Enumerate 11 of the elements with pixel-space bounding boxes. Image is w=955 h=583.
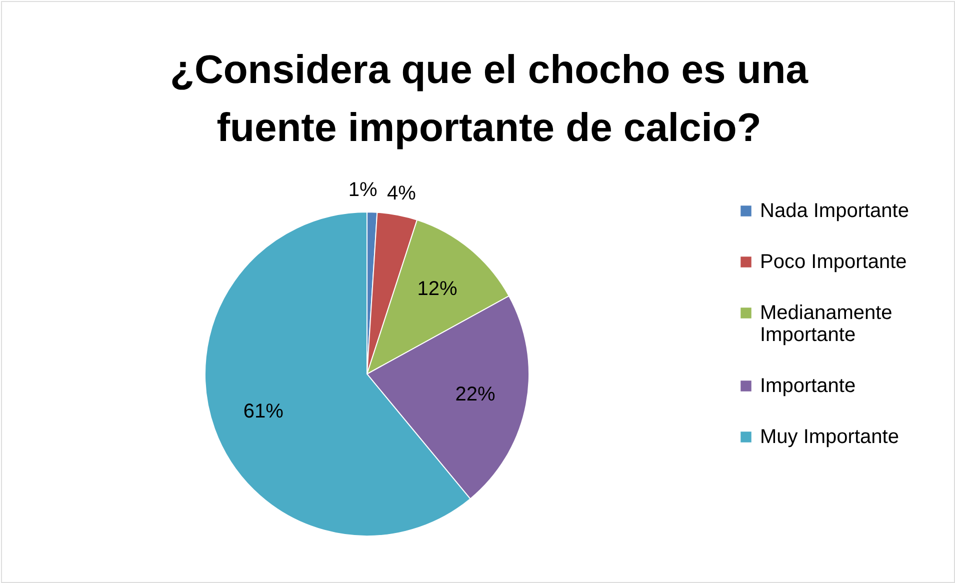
data-label: 1% (348, 179, 378, 202)
legend-label: Poco Importante (760, 251, 907, 273)
legend-label: Muy Importante (760, 426, 899, 448)
legend-label: Medianamente Importante (760, 302, 892, 346)
data-label: 4% (387, 182, 416, 204)
data-label: 61% (243, 400, 284, 422)
legend-label: Importante (760, 375, 856, 397)
data-label: 22% (455, 384, 496, 406)
chart-title: ¿Considera que el chocho es una fuente importante de calcio? (170, 48, 809, 150)
data-label: 12% (417, 278, 458, 300)
legend-label: Nada Importante (760, 200, 909, 222)
